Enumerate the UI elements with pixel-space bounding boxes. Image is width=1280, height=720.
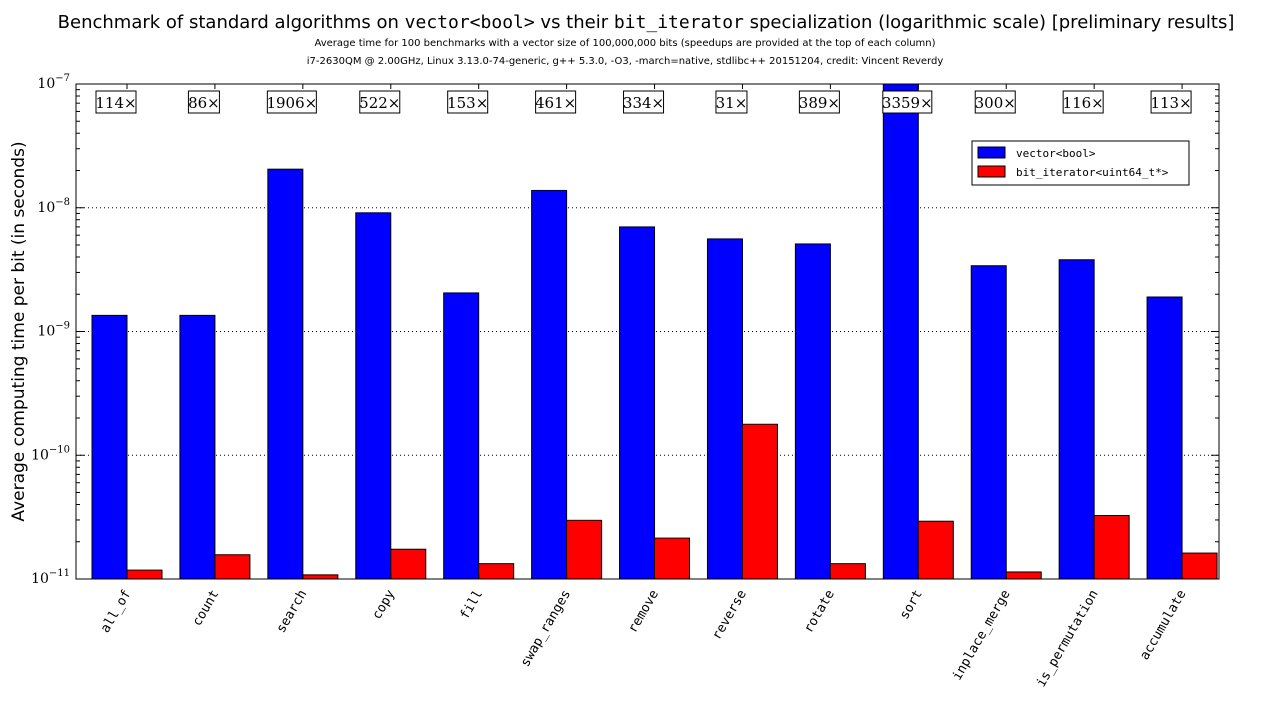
speedup-label: 3359× bbox=[882, 94, 933, 112]
vector-bool-bar bbox=[970, 265, 1007, 580]
grid-layer bbox=[76, 207, 1219, 456]
speedup-box bbox=[974, 90, 1016, 114]
speedup-label: 116× bbox=[1063, 94, 1104, 112]
speedup-label: 1906× bbox=[266, 94, 317, 112]
vector-bool-bar bbox=[355, 212, 392, 580]
bit-iterator-bar bbox=[1093, 514, 1130, 580]
speedup-box bbox=[535, 90, 577, 114]
title-text-1: Benchmark of standard algorithms on bbox=[57, 12, 405, 33]
speedup-box bbox=[359, 90, 401, 114]
speedup-label: 389× bbox=[799, 94, 840, 112]
bit-iterator-bar bbox=[302, 574, 339, 580]
vector-bool-bar bbox=[443, 292, 480, 580]
subtitle-line-1: Average time for 100 benchmarks with a v… bbox=[314, 38, 936, 49]
bit-iterator-bar bbox=[1181, 552, 1218, 580]
vector-bool-bar bbox=[882, 83, 919, 580]
speedup-box bbox=[187, 90, 220, 114]
bit-iterator-bar bbox=[829, 563, 866, 580]
category-label: swap_ranges bbox=[518, 588, 574, 670]
speedup-box bbox=[715, 90, 748, 114]
y-tick-label: 10−8 bbox=[37, 197, 70, 216]
axes-layer bbox=[75, 83, 1220, 580]
speedup-box bbox=[447, 90, 489, 114]
bit-iterator-bar bbox=[390, 548, 427, 580]
bit-iterator-bar bbox=[478, 563, 515, 580]
speedup-box bbox=[623, 90, 665, 114]
speedup-box bbox=[266, 90, 317, 114]
y-tick-label: 10−7 bbox=[37, 73, 70, 92]
bit-iterator-bar bbox=[1005, 571, 1042, 580]
speedup-label: 114× bbox=[95, 94, 136, 112]
speedup-box bbox=[1150, 90, 1192, 114]
vector-bool-bar bbox=[531, 189, 568, 580]
bit-iterator-bar bbox=[126, 569, 163, 580]
speedup-box bbox=[882, 90, 933, 114]
y-tick-label: 10−10 bbox=[31, 444, 70, 463]
title-text-2: vs their bbox=[534, 12, 614, 33]
category-label: copy bbox=[370, 587, 399, 622]
legend-box bbox=[971, 140, 1190, 186]
title-code-bit-iterator: bit_iterator bbox=[613, 12, 744, 33]
bit-iterator-bar bbox=[214, 554, 251, 580]
title-text-3: specialization (logarithmic scale) [prel… bbox=[743, 12, 1235, 33]
y-tick-label: 10−9 bbox=[37, 321, 70, 340]
category-label: sort bbox=[897, 588, 926, 623]
y-axis-label: Average computing time per bit (in secon… bbox=[9, 141, 29, 521]
vector-bool-bar bbox=[1058, 259, 1095, 580]
speedup-label: 153× bbox=[447, 94, 488, 112]
legend: vector<bool> bit_iterator<uint64_t*> bbox=[971, 140, 1190, 186]
speedup-box bbox=[1062, 90, 1104, 114]
vector-bool-bar bbox=[179, 314, 216, 580]
speedup-label: 334× bbox=[623, 94, 664, 112]
legend-swatch-vector-bool bbox=[977, 146, 1006, 159]
category-label: rotate bbox=[801, 587, 838, 635]
category-label: remove bbox=[626, 587, 663, 635]
bit-iterator-bar bbox=[917, 520, 954, 580]
y-tick-label: 10−11 bbox=[31, 568, 70, 587]
chart-title: Benchmark of standard algorithms on vect… bbox=[0, 12, 1280, 33]
category-label: inplace_merge bbox=[950, 587, 1014, 683]
bit-iterator-bar bbox=[566, 519, 603, 580]
vector-bool-bar bbox=[267, 168, 304, 580]
legend-label-vector-bool: vector<bool> bbox=[1016, 147, 1096, 160]
bit-iterator-bar bbox=[741, 423, 778, 580]
vector-bool-bar bbox=[1146, 296, 1183, 580]
category-label: reverse bbox=[710, 587, 750, 642]
speedup-label: 461× bbox=[535, 94, 576, 112]
speedup-label: 300× bbox=[975, 94, 1016, 112]
speedup-label: 522× bbox=[359, 94, 400, 112]
speedup-label: 113× bbox=[1150, 94, 1191, 112]
vector-bool-bar bbox=[794, 243, 831, 580]
vector-bool-bar bbox=[91, 314, 128, 580]
category-label: is_permutation bbox=[1034, 588, 1102, 690]
subtitle-line-2: i7-2630QM @ 2.00GHz, Linux 3.13.0-74-gen… bbox=[306, 56, 944, 67]
vector-bool-bar bbox=[706, 238, 743, 580]
speedup-label: 86× bbox=[188, 94, 220, 112]
legend-swatch-bit-iterator bbox=[977, 165, 1006, 178]
category-label: count bbox=[190, 588, 223, 629]
category-label: accumulate bbox=[1137, 587, 1189, 662]
category-label: fill bbox=[458, 588, 487, 623]
speedup-label: 31× bbox=[716, 94, 748, 112]
bit-iterator-bar bbox=[654, 537, 691, 580]
title-code-vector-bool: vector<bool> bbox=[404, 12, 535, 33]
category-label: search bbox=[274, 588, 310, 636]
category-label: all_of bbox=[98, 588, 134, 636]
speedup-box bbox=[798, 90, 840, 114]
legend-label-bit-iterator: bit_iterator<uint64_t*> bbox=[1016, 166, 1169, 179]
vector-bool-bar bbox=[619, 226, 656, 580]
speedup-box bbox=[95, 90, 137, 114]
